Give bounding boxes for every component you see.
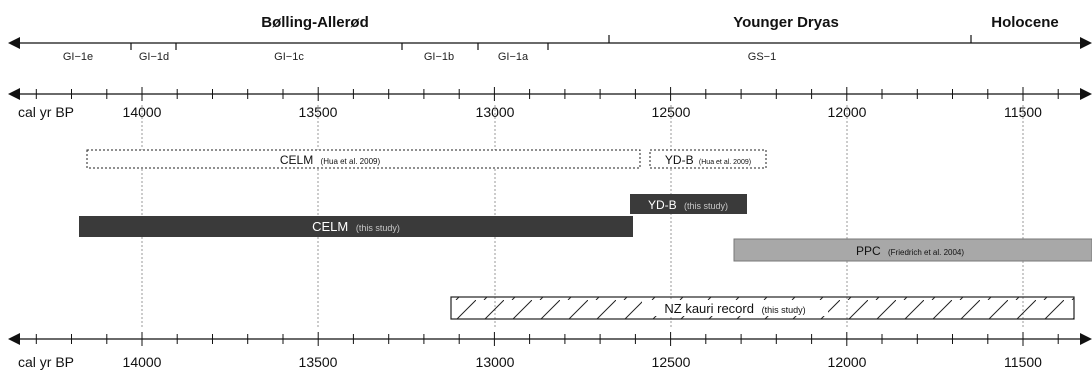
stage-gs-1: GS−1 <box>748 51 776 63</box>
arrow-left-icon <box>8 37 20 49</box>
svg-text:CELM (Hua et al. 2009): CELM (Hua et al. 2009) <box>280 153 381 167</box>
arrow-right-icon <box>1080 88 1092 100</box>
tick-label-12500: 12500 <box>652 104 691 120</box>
stage-gi-1d: GI−1d <box>139 51 169 63</box>
record-label: CELM <box>280 153 313 167</box>
tick-label-14000: 14000 <box>123 354 162 370</box>
time-axis-top: cal yr BP 14000 13500 13000 12500 12000 … <box>8 87 1092 120</box>
record-source: (Hua et al. 2009) <box>699 159 751 166</box>
stage-axis <box>18 35 1082 50</box>
svg-text:YD-B (this study): YD-B (this study) <box>648 198 728 212</box>
stage-gi-1c: GI−1c <box>274 51 304 63</box>
record-ydb-hua: YD-B (Hua et al. 2009) <box>649 149 767 169</box>
svg-text:PPC (Friedrich et al. 20: PPC (Friedrich et al. 2004) <box>856 244 964 258</box>
period-bolling-allerod: Bølling-Allerød <box>261 14 369 31</box>
record-nz-kauri: NZ kauri record (this study) <box>450 296 1075 320</box>
record-label: NZ kauri record <box>664 301 754 316</box>
stage-gi-1e: GI−1e <box>63 51 93 63</box>
tick-label-12500: 12500 <box>652 354 691 370</box>
record-source: (Hua et al. 2009) <box>321 157 381 166</box>
gridlines <box>141 105 1024 328</box>
period-younger-dryas: Younger Dryas <box>733 14 839 31</box>
record-label: YD-B <box>648 198 677 212</box>
record-ppc-friedrich: PPC (Friedrich et al. 2004) <box>733 238 1092 262</box>
tick-label-11500: 11500 <box>1004 104 1042 120</box>
tick-label-14000: 14000 <box>123 104 162 120</box>
record-source: (Friedrich et al. 2004) <box>888 248 964 257</box>
tick-label-12000: 12000 <box>828 354 867 370</box>
record-label: YD-B <box>665 153 694 167</box>
tick-label-11500: 11500 <box>1004 354 1042 370</box>
record-source: (this study) <box>356 223 400 233</box>
stage-gi-1a: GI−1a <box>498 51 529 63</box>
axis-unit-label-top: cal yr BP <box>18 104 74 120</box>
arrow-left-icon <box>8 88 20 100</box>
record-label: PPC <box>856 244 881 258</box>
tick-label-12000: 12000 <box>828 104 867 120</box>
period-holocene: Holocene <box>991 14 1059 31</box>
tick-label-13000: 13000 <box>476 354 515 370</box>
stage-gi-1b: GI−1b <box>424 51 454 63</box>
svg-text:NZ kauri record (this st: NZ kauri record (this study) <box>664 301 805 316</box>
record-label: CELM <box>312 219 348 234</box>
record-source: (this study) <box>762 305 806 315</box>
record-celm-this-study: CELM (this study) <box>79 216 633 237</box>
record-celm-hua: CELM (Hua et al. 2009) <box>86 149 641 169</box>
svg-text:YD-B (Hua et al. 2009): YD-B (Hua et al. 2009) <box>665 153 751 167</box>
tick-label-13500: 13500 <box>299 354 338 370</box>
record-ydb-this-study: YD-B (this study) <box>630 194 747 214</box>
svg-text:CELM (this study): CELM (this study) <box>312 219 400 234</box>
record-source: (this study) <box>684 201 728 211</box>
arrow-left-icon <box>8 333 20 345</box>
arrow-right-icon <box>1080 37 1092 49</box>
axis-unit-label-bottom: cal yr BP <box>18 354 74 370</box>
arrow-right-icon <box>1080 333 1092 345</box>
tick-label-13500: 13500 <box>299 104 338 120</box>
tick-label-13000: 13000 <box>476 104 515 120</box>
time-axis-bottom: cal yr BP 14000 13500 13000 12500 12000 … <box>8 332 1092 370</box>
